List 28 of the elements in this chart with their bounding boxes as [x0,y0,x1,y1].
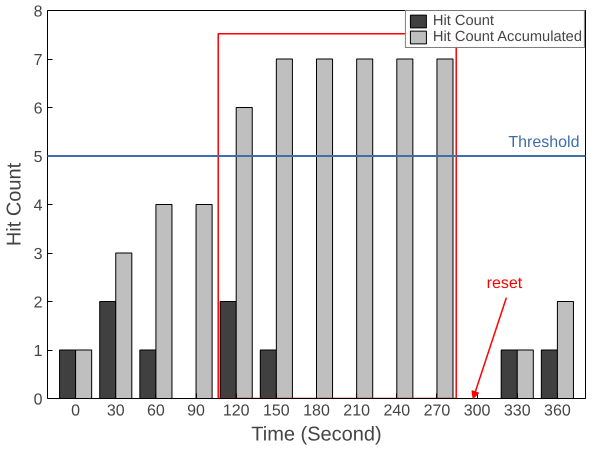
y-tick-label: 0 [34,392,43,408]
x-tick-label: 300 [464,402,491,420]
x-tick-label: 240 [383,402,410,420]
x-tick-label: 360 [544,402,571,420]
x-tick-label: 120 [222,402,250,420]
y-tick-label: 1 [34,343,43,360]
x-tick-label: 30 [106,402,125,420]
y-tick-label: 3 [34,246,43,263]
legend-label: Hit Count [432,13,494,29]
x-axis-title: Time (Second) [251,424,382,446]
legend-label: Hit Count Accumulated [432,29,582,45]
y-tick-label: 2 [34,294,43,312]
x-tick-label: 150 [263,402,290,420]
x-tick-label: 270 [424,402,450,420]
x-tick-label: 60 [147,402,165,420]
x-tick-label: 330 [504,402,531,420]
x-tick-label: 0 [71,402,80,420]
x-tick-label: 210 [343,402,370,420]
y-tick-label: 8 [34,4,43,20]
ref-line-label: Threshold [508,134,580,152]
y-tick-label: 5 [34,149,43,166]
y-tick-label: 4 [34,198,43,214]
y-tick-label: 6 [34,100,43,118]
y-tick-label: 7 [34,52,43,69]
annotation: reset [486,274,523,292]
x-tick-label: 180 [303,402,330,420]
x-tick-label: 90 [187,402,206,420]
y-axis-title: Hit Count [4,162,26,246]
